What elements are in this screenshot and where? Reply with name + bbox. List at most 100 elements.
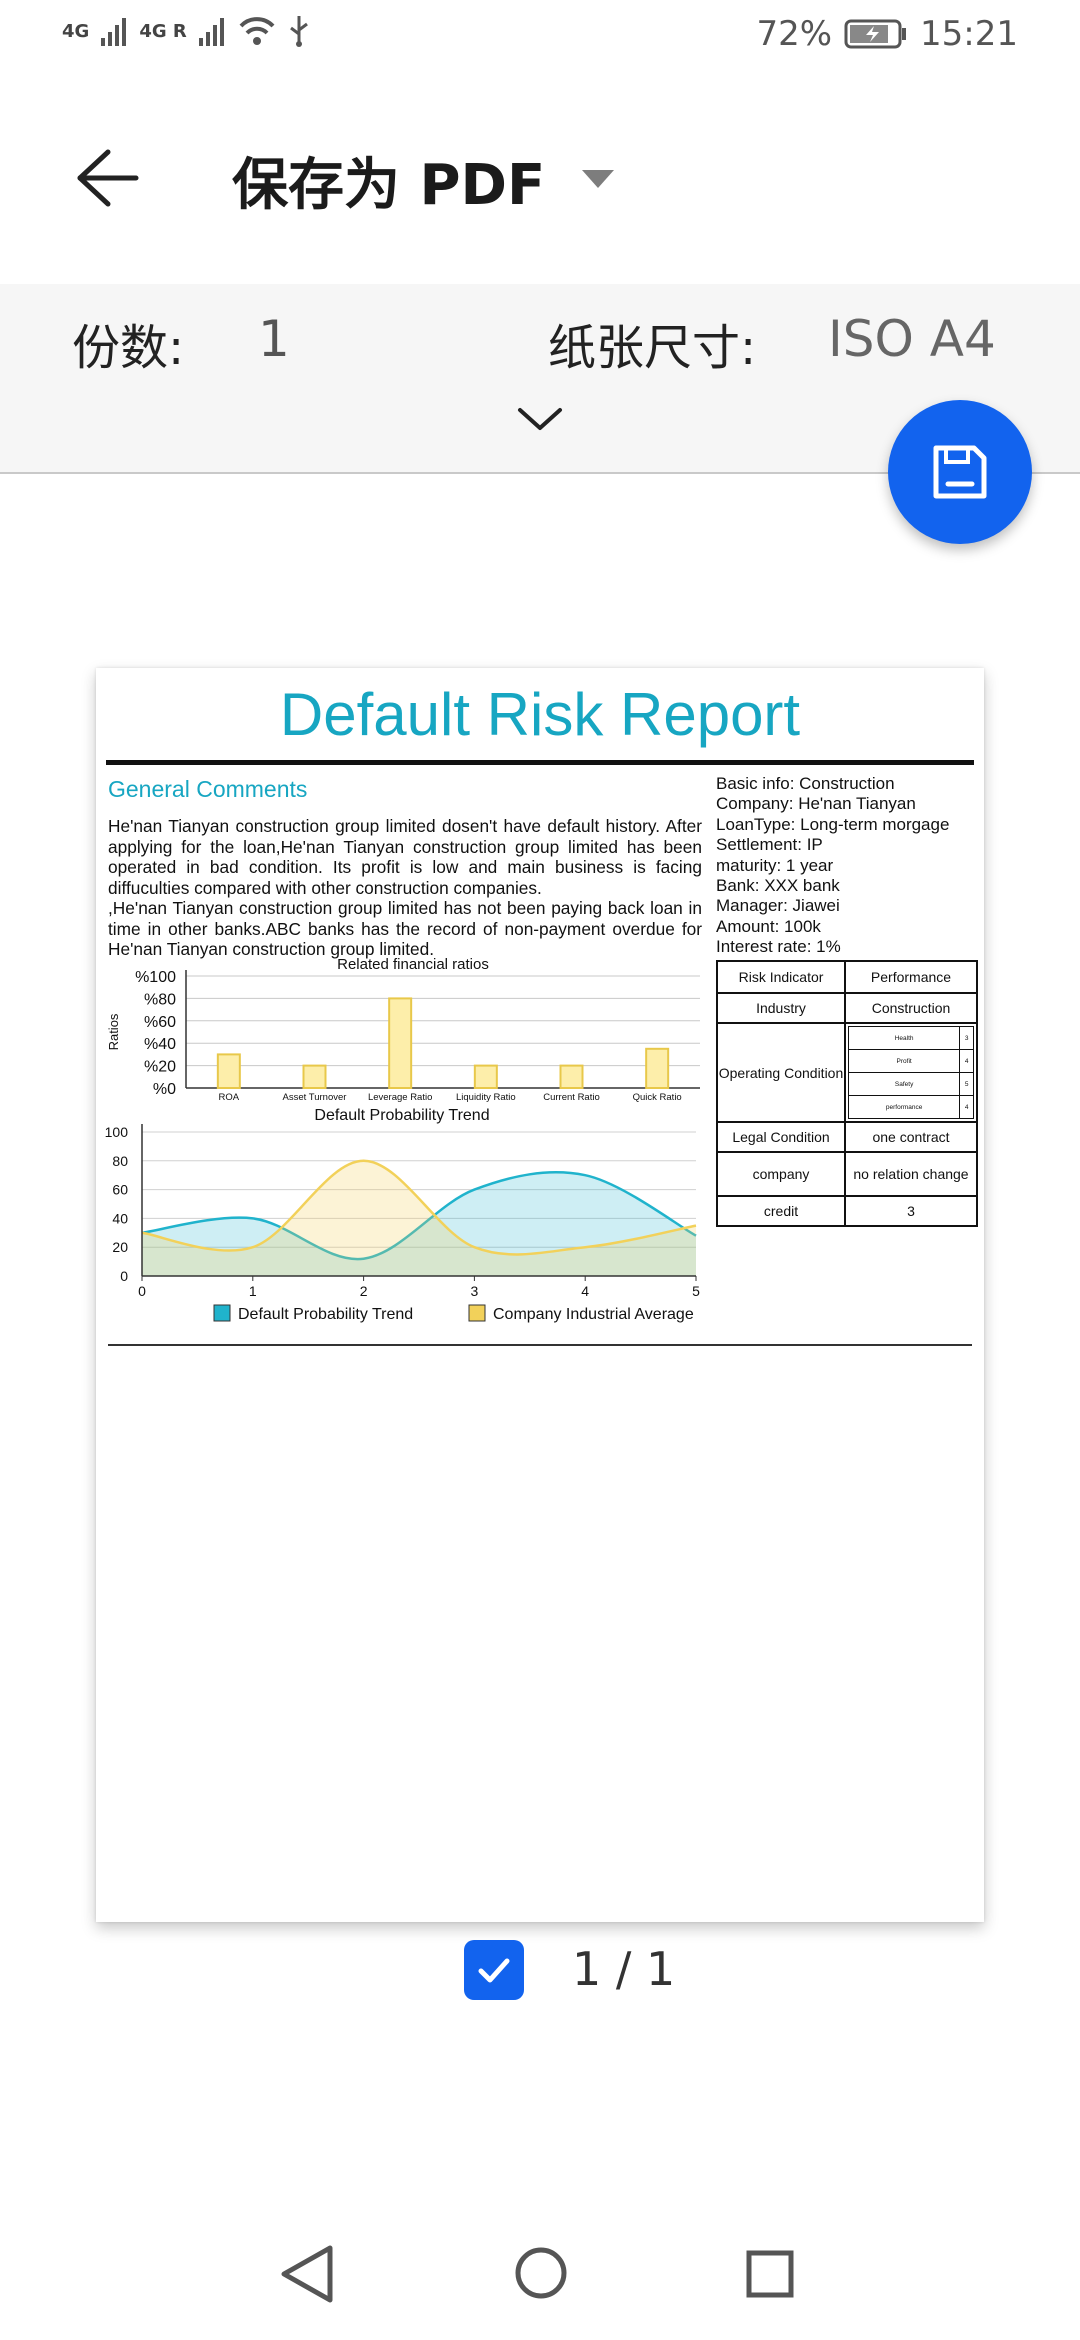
signal-icon: [198, 18, 224, 46]
x-tick-label: 3: [471, 1283, 479, 1299]
basic-info: Basic info: Construction Company: He'nan…: [716, 774, 978, 958]
basic-info-line: maturity: 1 year: [716, 855, 834, 875]
printer-title: 保存为 PDF: [232, 153, 546, 218]
risk-header-cell: Performance: [844, 960, 978, 994]
bar: [302, 1064, 327, 1089]
x-tick-label: Leverage Ratio: [368, 1092, 432, 1103]
x-tick-label: Liquidity Ratio: [456, 1092, 516, 1103]
bar: [216, 1053, 241, 1089]
battery-icon: [844, 19, 907, 49]
nav-home-icon[interactable]: [514, 2246, 568, 2300]
y-tick-label: 60: [112, 1182, 128, 1198]
save-pdf-button[interactable]: [888, 400, 1032, 544]
sub-value: 3: [959, 1026, 974, 1050]
risk-value-cell: one contract: [844, 1121, 978, 1153]
clock: 15:21: [920, 14, 1018, 54]
page-indicator: 1 / 1: [572, 1942, 676, 1996]
operating-subtable-cell: Health 3 Profit 4 Safety 5 performance 4: [844, 1022, 978, 1123]
nav-recents-icon[interactable]: [746, 2250, 794, 2298]
sub-label: Health: [847, 1026, 961, 1050]
x-tick-label: ROA: [219, 1092, 240, 1103]
x-tick-label: 1: [249, 1283, 257, 1299]
sub-label: Profit: [847, 1049, 961, 1073]
report-title: Default Risk Report: [279, 681, 801, 748]
operating-subtable: Health 3 Profit 4 Safety 5 performance 4: [847, 1026, 974, 1119]
x-tick-label: 5: [692, 1283, 700, 1299]
basic-info-line: Amount: 100k: [716, 916, 821, 936]
page-preview[interactable]: Default Risk Report General Comments He'…: [96, 668, 984, 1922]
x-tick-label: Quick Ratio: [633, 1092, 682, 1103]
x-tick-label: Asset Turnover: [283, 1092, 347, 1103]
sub-label: Safety: [847, 1072, 961, 1096]
risk-label-cell: Industry: [716, 992, 846, 1024]
bar: [559, 1064, 584, 1089]
risk-label-cell: company: [716, 1151, 846, 1197]
legend-label: Default Probability Trend: [238, 1306, 413, 1323]
legend-swatch: [468, 1304, 486, 1322]
risk-label-cell: Operating Condition: [716, 1022, 846, 1123]
legend-swatch: [213, 1304, 231, 1322]
y-tick-label: 100: [105, 1124, 129, 1140]
comment-paragraph: He'nan Tianyan construction group limite…: [108, 816, 702, 898]
basic-info-line: Basic info: Construction: [716, 774, 895, 793]
risk-label-cell: Legal Condition: [716, 1121, 846, 1153]
title-divider: [106, 760, 974, 765]
sub-value: 5: [959, 1072, 974, 1096]
status-bar: 4G 4G R 72% 15:21: [0, 0, 1080, 74]
y-tick-label: %0: [153, 1081, 176, 1098]
series-line: [141, 1159, 697, 1256]
y-tick-label: %40: [144, 1036, 176, 1053]
y-tick-label: 20: [112, 1239, 128, 1255]
basic-info-line: Interest rate: 1%: [716, 937, 841, 957]
chevron-down-icon[interactable]: [516, 404, 564, 434]
signal-icon: [101, 18, 127, 46]
nav-back-icon[interactable]: [278, 2244, 336, 2304]
risk-header-cell: Risk Indicator: [716, 960, 846, 994]
y-tick-label: 0: [120, 1268, 128, 1284]
series-line: [141, 1170, 697, 1261]
printer-dropdown-icon[interactable]: [578, 164, 618, 192]
x-tick-label: Current Ratio: [543, 1092, 600, 1103]
y-tick-label: %20: [144, 1059, 176, 1076]
status-right: 72% 15:21: [756, 14, 1018, 54]
general-comments-text: He'nan Tianyan construction group limite…: [108, 816, 702, 960]
network-type-1: 4G: [62, 20, 90, 42]
bar: [473, 1064, 498, 1089]
series-area: [142, 1160, 696, 1276]
wifi-icon: [239, 17, 275, 45]
y-tick-label: %80: [144, 991, 176, 1008]
copies-value[interactable]: 1: [258, 310, 290, 368]
paper-size-value[interactable]: ISO A4: [828, 310, 996, 368]
risk-value-cell: Construction: [844, 992, 978, 1024]
basic-info-line: Manager: Jiawei: [716, 896, 840, 916]
y-tick-label: 80: [112, 1153, 128, 1169]
check-icon: [478, 1958, 510, 1983]
x-tick-label: 2: [360, 1283, 368, 1299]
chart-title: Related financial ratios: [337, 956, 489, 973]
copies-label: 份数:: [72, 320, 185, 376]
risk-label-cell: credit: [716, 1195, 846, 1227]
default-probability-chart: Default Probability Trend 0 20 40 60 80 100 0 1 2…: [105, 1107, 700, 1323]
basic-info-line: Company: He'nan Tianyan: [716, 794, 916, 814]
general-comments-heading: General Comments: [108, 776, 308, 802]
page-select-checkbox[interactable]: [464, 1940, 524, 2000]
basic-info-line: LoanType: Long-term morgage: [716, 814, 950, 834]
y-tick-label: %60: [144, 1014, 176, 1031]
basic-info-line: Bank: XXX bank: [716, 876, 840, 896]
risk-value-cell: no relation change: [844, 1151, 978, 1197]
network-type-2: 4G R: [139, 20, 187, 42]
paper-size-label: 纸张尺寸:: [548, 320, 757, 376]
basic-info-line: Settlement: IP: [716, 835, 823, 855]
section-divider: [108, 1344, 972, 1346]
risk-table: Risk Indicator Performance Industry Cons…: [716, 960, 978, 1227]
save-icon: [933, 445, 987, 499]
risk-value-cell: 3: [844, 1195, 978, 1227]
battery-percent: 72%: [756, 14, 833, 54]
y-tick-label: 40: [112, 1210, 128, 1226]
sub-value: 4: [959, 1049, 974, 1073]
comment-paragraph: ,He'nan Tianyan construction group limit…: [108, 898, 702, 959]
back-arrow-icon[interactable]: [74, 148, 144, 208]
sub-value: 4: [959, 1095, 974, 1119]
sub-label: performance: [847, 1095, 961, 1119]
x-tick-label: 4: [581, 1283, 589, 1299]
